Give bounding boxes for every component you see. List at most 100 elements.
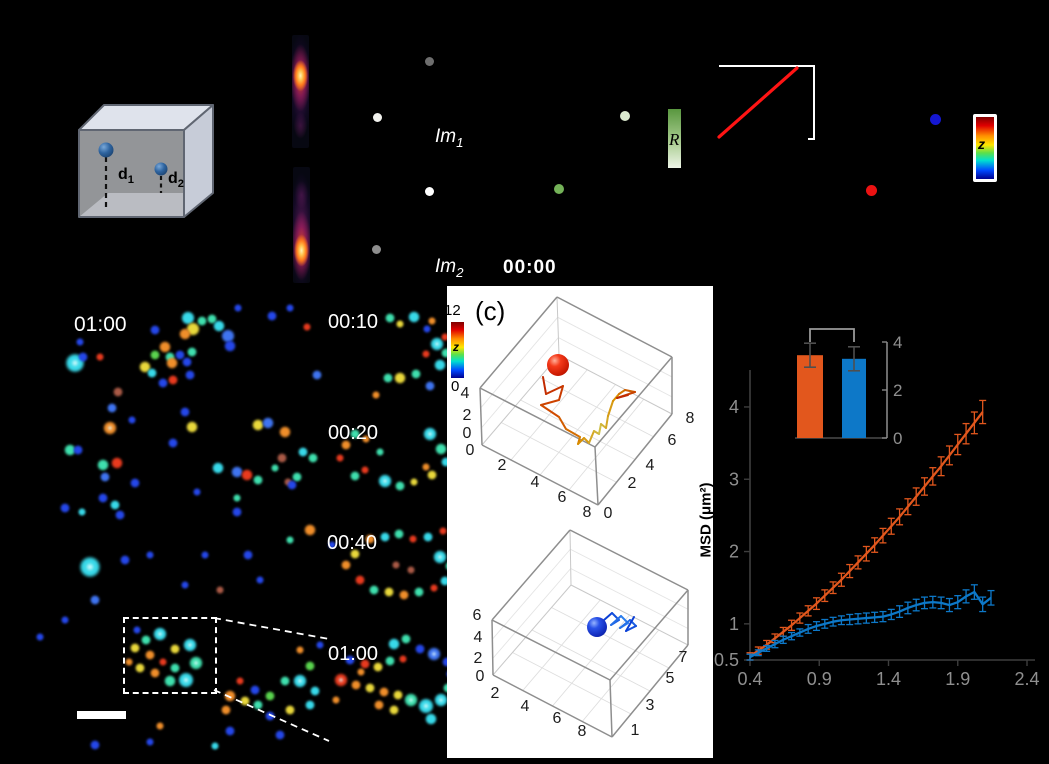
fluorescent-blob xyxy=(241,469,253,481)
fluorescent-blob xyxy=(350,471,360,481)
fluorescent-blob xyxy=(328,541,336,549)
fluorescent-blob xyxy=(351,680,361,690)
fluorescent-blob xyxy=(211,742,219,750)
fluorescent-blob xyxy=(399,655,407,663)
fluorescent-blob xyxy=(111,457,123,469)
fluorescent-blob xyxy=(220,328,236,344)
fluorescent-blob xyxy=(188,655,204,671)
bead-dot xyxy=(929,113,941,125)
bead-dot xyxy=(424,186,434,196)
fluorescent-blob xyxy=(303,323,311,331)
fluorescent-blob xyxy=(426,646,442,662)
fluorescent-blob xyxy=(385,313,395,323)
fluorescent-blob xyxy=(279,426,291,438)
fluorescent-blob xyxy=(423,532,433,542)
fluorescent-blob xyxy=(165,352,175,362)
svg-text:1: 1 xyxy=(729,614,739,634)
msd-y-axis-label: MSD (μm²) xyxy=(697,482,715,558)
fluorescent-blob xyxy=(442,657,452,667)
fluorescent-blob xyxy=(146,551,154,559)
image2-label: Im2 xyxy=(435,256,464,280)
fluorescent-blob xyxy=(280,676,290,686)
fluorescent-blob xyxy=(374,700,384,710)
fluorescent-blob xyxy=(376,448,384,456)
svg-text:4: 4 xyxy=(474,629,483,646)
svg-text:0: 0 xyxy=(476,668,485,685)
fluorescent-blob xyxy=(125,658,133,666)
fluorescent-blob xyxy=(250,685,260,695)
ratio-colorbar-label: R xyxy=(669,130,680,149)
svg-text:0: 0 xyxy=(463,425,472,442)
fluorescent-blob xyxy=(372,391,380,399)
fluorescent-blob xyxy=(383,373,393,383)
fluorescent-blob xyxy=(392,561,400,569)
bead-dot xyxy=(554,184,564,194)
fluorescent-blob xyxy=(394,372,406,384)
z-colorbar-label: z xyxy=(453,340,459,354)
svg-text:4: 4 xyxy=(531,474,540,491)
fluorescent-blob xyxy=(197,316,207,326)
fluorescent-blob xyxy=(152,626,168,642)
ratio-colorbar xyxy=(668,109,681,168)
fluorescent-blob xyxy=(432,549,448,565)
fluorescent-blob xyxy=(380,532,390,542)
fluorescent-blob xyxy=(435,443,447,455)
fluorescent-blob xyxy=(265,711,275,721)
fluorescent-blob xyxy=(422,350,430,358)
fluorescent-blob xyxy=(76,338,84,346)
fluorescent-blob xyxy=(147,368,157,378)
fluorescent-blob xyxy=(401,634,411,644)
fluorescent-blob xyxy=(286,304,294,312)
svg-text:2: 2 xyxy=(628,475,637,492)
fluorescent-blob xyxy=(168,438,178,448)
fluorescent-blob xyxy=(361,466,369,474)
fluorescent-blob xyxy=(225,726,235,736)
fluorescent-blob xyxy=(253,475,263,485)
fluorescent-blob xyxy=(73,445,83,455)
fluorescent-blob xyxy=(310,686,320,696)
fluorescent-blob xyxy=(308,453,318,463)
fluorescent-blob xyxy=(388,638,400,650)
fluorescent-blob xyxy=(286,536,294,544)
fluorescent-blob xyxy=(395,481,405,491)
image1-label: Im1 xyxy=(435,126,464,150)
fluorescent-blob xyxy=(439,527,447,535)
fluorescent-blob xyxy=(193,488,201,496)
z-colorbar-max: 12 xyxy=(444,302,461,319)
fluorescent-blob xyxy=(159,658,167,666)
z-colorbar-min: 0 xyxy=(451,378,460,395)
fluorescent-blob xyxy=(428,317,436,325)
sample-box-schematic xyxy=(78,104,214,218)
frame4-timestamp: 01:00 xyxy=(328,643,379,665)
fluorescent-blob xyxy=(97,459,109,471)
zoom-region-box xyxy=(123,617,217,694)
fluorescent-blob xyxy=(201,551,209,559)
svg-text:1: 1 xyxy=(631,722,640,739)
fluorescent-blob xyxy=(441,348,451,358)
fluorescent-blob xyxy=(98,493,108,503)
particle-1 xyxy=(98,142,114,158)
svg-text:4: 4 xyxy=(893,333,902,352)
panel-c-label: (c) xyxy=(475,296,506,326)
fluorescent-blob xyxy=(150,350,160,360)
fluorescent-blob xyxy=(385,656,395,666)
svg-text:6: 6 xyxy=(553,710,562,727)
fluorescent-blob xyxy=(150,325,160,335)
fluorescent-blob xyxy=(224,690,236,702)
svg-text:6: 6 xyxy=(473,607,482,624)
z-colorbar-top xyxy=(973,114,997,182)
fluorescent-blob xyxy=(341,440,351,450)
calibration-line xyxy=(717,66,799,139)
fluorescent-blob xyxy=(133,626,141,634)
fluorescent-blob xyxy=(403,692,419,708)
fluorescent-blob xyxy=(389,705,399,715)
fluorescent-blob xyxy=(341,560,351,570)
fluorescent-blob xyxy=(407,566,415,574)
svg-text:6: 6 xyxy=(558,489,567,506)
fluorescent-blob xyxy=(256,576,264,584)
svg-text:2: 2 xyxy=(463,407,472,424)
fluorescent-blob xyxy=(292,673,308,689)
fluorescent-blob xyxy=(128,416,136,424)
fluorescent-blob xyxy=(422,426,438,442)
fluorescent-blob xyxy=(408,311,420,323)
